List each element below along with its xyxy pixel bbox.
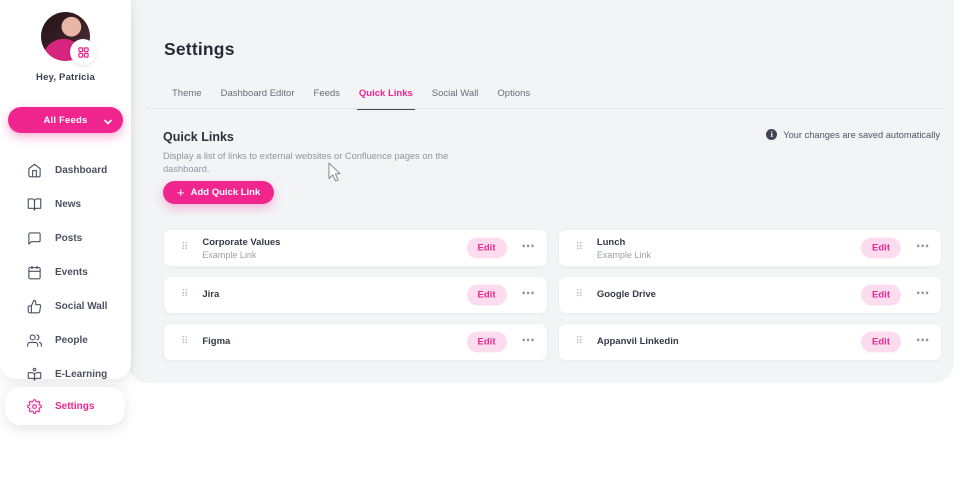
drag-handle-icon[interactable]: ⠿: [181, 242, 189, 253]
sidebar-item-e-learning[interactable]: E-Learning: [0, 357, 131, 391]
link-subtitle: Example Link: [596, 249, 651, 260]
sidebar-item-label: People: [55, 334, 88, 346]
drag-handle-icon[interactable]: ⠿: [181, 289, 189, 300]
drag-handle-icon[interactable]: ⠿: [575, 242, 583, 253]
sidebar-nav: Dashboard News Posts Events Social Wall …: [0, 153, 131, 391]
sidebar-item-label: Posts: [55, 232, 83, 244]
link-title: Appanvil Linkedin: [596, 335, 679, 347]
tab-options[interactable]: Options: [497, 88, 531, 99]
section-description: Display a list of links to external webs…: [163, 150, 448, 176]
info-icon: i: [766, 129, 778, 140]
mouse-cursor: [328, 162, 341, 182]
sidebar-item-label: Events: [55, 266, 88, 278]
speech-bubble-icon: [28, 231, 41, 245]
sidebar: Hey, Patricia All Feeds Dashboard News P…: [0, 0, 131, 381]
section-title: Quick Links: [163, 130, 234, 144]
edit-button[interactable]: Edit: [861, 284, 901, 306]
ellipsis-icon[interactable]: ⋯: [521, 333, 536, 349]
sidebar-item-social-wall[interactable]: Social Wall: [0, 289, 131, 323]
ellipsis-icon[interactable]: ⋯: [916, 333, 930, 349]
all-feeds-button[interactable]: All Feeds: [8, 107, 123, 133]
calendar-icon: [28, 265, 41, 279]
link-subtitle: Example Link: [202, 249, 257, 260]
e-learning-icon: [27, 367, 42, 381]
edit-button[interactable]: Edit: [466, 237, 507, 259]
quick-link-card: ⠿ Appanvil Linkedin Edit ⋯: [557, 323, 942, 361]
link-title: Lunch: [596, 236, 626, 248]
autosave-text: Your changes are saved automatically: [783, 129, 940, 140]
quick-link-card: ⠿ Lunch Example Link Edit ⋯: [557, 229, 942, 267]
sidebar-item-events[interactable]: Events: [0, 255, 131, 289]
ellipsis-icon[interactable]: ⋯: [521, 286, 536, 302]
user-greeting: Hey, Patricia: [36, 72, 95, 83]
sidebar-item-label: Dashboard: [55, 164, 108, 176]
chevron-down-icon: [104, 117, 112, 128]
edit-button[interactable]: Edit: [861, 237, 901, 259]
drag-handle-icon[interactable]: ⠿: [575, 289, 583, 300]
quick-link-card: ⠿ Jira Edit ⋯: [163, 276, 548, 314]
sidebar-item-label: Settings: [55, 400, 95, 412]
edit-button[interactable]: Edit: [861, 331, 901, 353]
sidebar-item-label: Social Wall: [55, 300, 108, 312]
autosave-note: i Your changes are saved automatically: [766, 129, 940, 140]
section-description-line2: dashboard.: [163, 164, 210, 174]
tab-feeds[interactable]: Feeds: [313, 88, 340, 99]
tab-social-wall[interactable]: Social Wall: [431, 88, 479, 99]
apps-grid-icon[interactable]: [70, 39, 96, 65]
page-title: Settings: [164, 39, 235, 59]
sidebar-item-label: E-Learning: [55, 368, 108, 380]
sidebar-item-news[interactable]: News: [0, 187, 131, 221]
all-feeds-label: All Feeds: [43, 114, 88, 126]
section-description-line1: Display a list of links to external webs…: [163, 151, 449, 161]
link-title: Jira: [202, 288, 220, 300]
edit-button[interactable]: Edit: [466, 284, 507, 306]
sidebar-item-label: News: [55, 198, 82, 210]
plus-icon: +: [177, 184, 185, 200]
tabs-divider: [146, 107, 945, 109]
link-title: Figma: [202, 335, 231, 347]
link-title: Corporate Values: [202, 236, 281, 248]
people-icon: [27, 333, 42, 347]
link-title: Google Drive: [596, 288, 656, 300]
book-open-icon: [27, 197, 42, 211]
drag-handle-icon[interactable]: ⠿: [181, 336, 189, 347]
quick-links-grid: ⠿ Corporate Values Example Link Edit ⋯ ⠿…: [163, 229, 942, 361]
sidebar-item-people[interactable]: People: [0, 323, 131, 357]
sidebar-item-dashboard[interactable]: Dashboard: [0, 153, 131, 187]
home-icon: [28, 163, 41, 177]
tab-bar: Theme Dashboard Editor Feeds Quick Links…: [170, 88, 532, 110]
quick-link-card: ⠿ Figma Edit ⋯: [163, 323, 548, 361]
sidebar-item-settings[interactable]: Settings: [5, 387, 125, 425]
thumbs-up-icon: [27, 299, 42, 313]
ellipsis-icon[interactable]: ⋯: [916, 286, 930, 302]
ellipsis-icon[interactable]: ⋯: [521, 239, 536, 255]
edit-button[interactable]: Edit: [466, 331, 507, 353]
tab-dashboard-editor[interactable]: Dashboard Editor: [220, 88, 295, 99]
drag-handle-icon[interactable]: ⠿: [575, 336, 583, 347]
add-quick-link-button[interactable]: + Add Quick Link: [163, 181, 275, 204]
quick-link-card: ⠿ Corporate Values Example Link Edit ⋯: [163, 229, 548, 267]
add-quick-link-label: Add Quick Link: [190, 187, 261, 198]
quick-link-card: ⠿ Google Drive Edit ⋯: [557, 276, 942, 314]
gear-icon: [27, 398, 42, 414]
tab-theme[interactable]: Theme: [172, 88, 202, 99]
tab-quick-links[interactable]: Quick Links: [356, 88, 415, 110]
sidebar-item-posts[interactable]: Posts: [0, 221, 131, 255]
ellipsis-icon[interactable]: ⋯: [916, 239, 930, 255]
